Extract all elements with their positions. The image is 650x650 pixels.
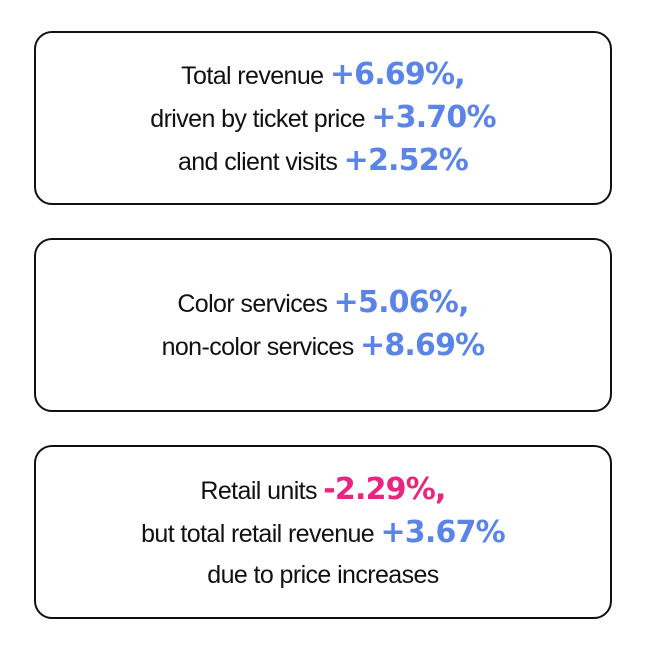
revenue-summary-card: Total revenue +6.69%, driven by ticket p… — [34, 31, 612, 205]
metric-value: +5.06%, — [333, 285, 470, 320]
card-line: driven by ticket price +3.70% — [150, 97, 496, 140]
line-text: driven by ticket price — [150, 104, 372, 133]
card-line: Total revenue +6.69%, — [181, 54, 465, 97]
line-text: Retail units — [200, 476, 324, 505]
line-text: Color services — [177, 290, 334, 318]
card-line: and client visits +2.52% — [177, 140, 469, 183]
line-text: Total revenue — [181, 61, 330, 90]
metric-value: +6.69%, — [329, 56, 466, 92]
metric-value: +3.67% — [380, 514, 505, 550]
line-text: non-color services — [161, 333, 360, 361]
card-line: Color services +5.06%, — [177, 282, 470, 325]
services-summary-card: Color services +5.06%, non-color service… — [34, 238, 612, 412]
metric-value: +8.69% — [359, 328, 485, 363]
metric-value: +2.52% — [343, 142, 469, 178]
card-line: but total retail revenue +3.67% — [141, 512, 506, 555]
line-text: due to price increases — [207, 560, 439, 589]
card-line: non-color services +8.69% — [161, 325, 486, 368]
retail-summary-card: Retail units -2.29%, but total retail re… — [34, 445, 612, 619]
line-text: and client visits — [177, 147, 344, 176]
card-line: Retail units -2.29%, — [200, 469, 446, 512]
metric-value: -2.29%, — [323, 471, 446, 507]
card-line: due to price increases — [207, 555, 439, 596]
metric-value: +3.70% — [371, 99, 496, 135]
line-text: but total retail revenue — [141, 519, 381, 548]
